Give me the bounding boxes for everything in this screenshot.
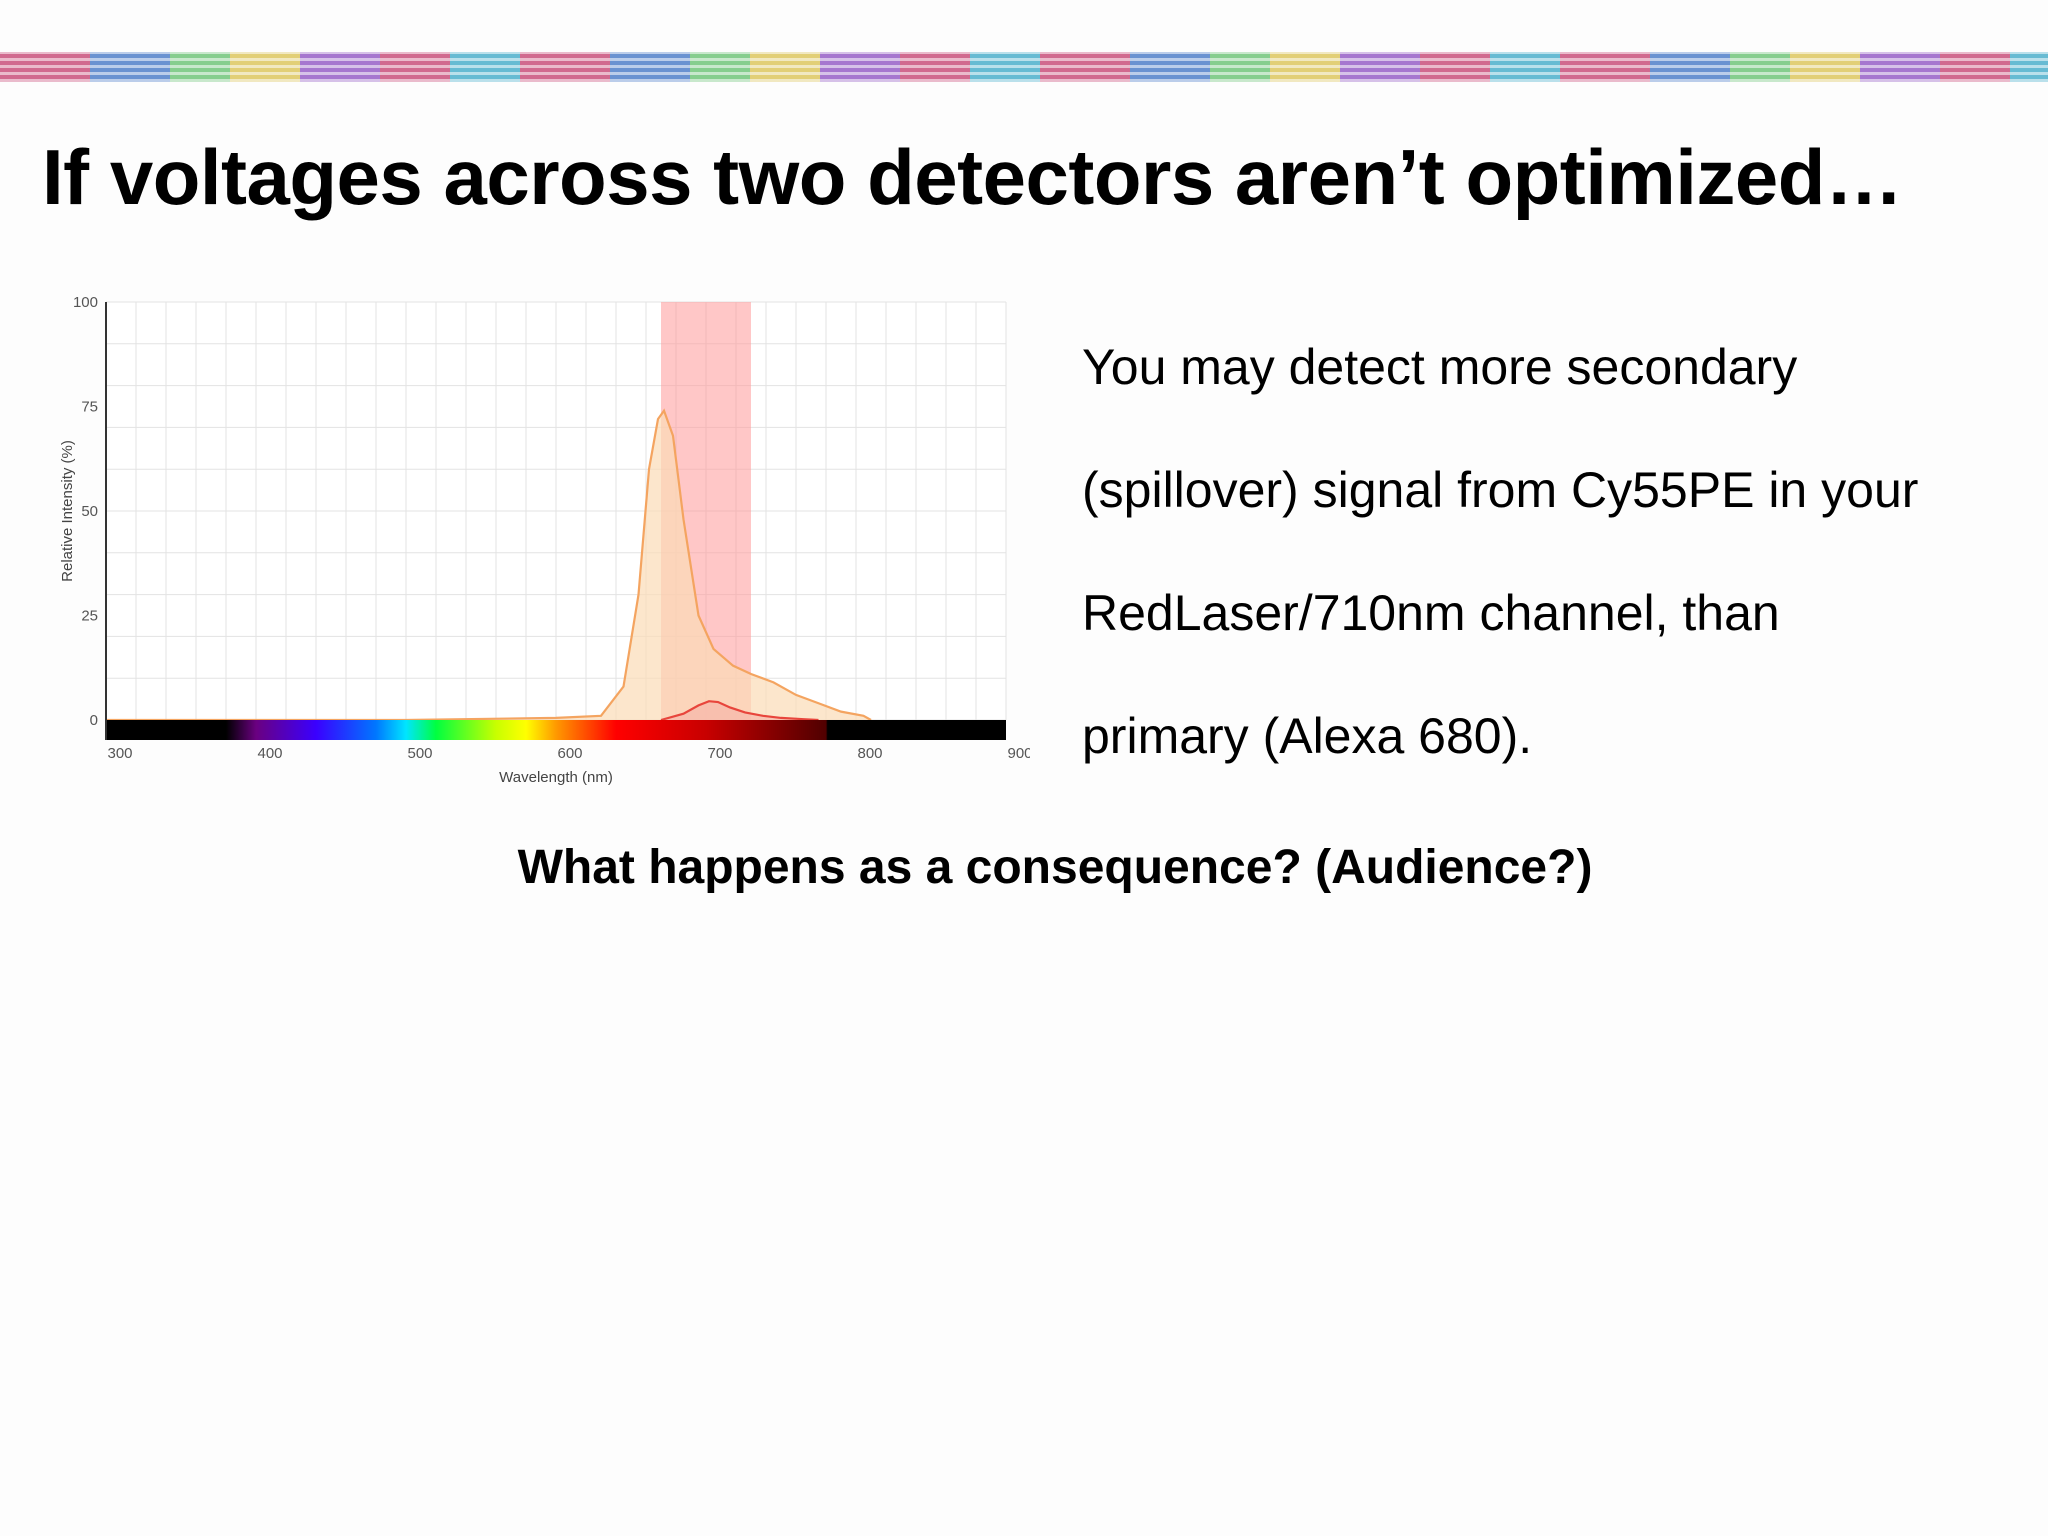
- spectrum-strip: [106, 720, 1006, 740]
- body-line: (spillover) signal from Cy55PE in your: [1082, 462, 1919, 518]
- x-tick-label: 800: [857, 745, 882, 762]
- body-line: primary (Alexa 680).: [1082, 708, 1533, 764]
- body-line: RedLaser/710nm channel, than: [1082, 585, 1780, 641]
- series-area-2: [661, 701, 819, 720]
- y-tick-label: 75: [81, 399, 98, 416]
- y-tick-label: 25: [81, 608, 98, 625]
- emission-spectrum-chart: 0 25 50 75 100 300 400 500 600 700 800 900 Wavelengt…: [50, 290, 1030, 790]
- slide-title: If voltages across two detectors aren’t …: [42, 133, 1903, 221]
- y-tick-label: 50: [81, 503, 98, 520]
- y-axis-label: Relative Intensity (%): [59, 440, 76, 582]
- x-tick-label: 600: [557, 745, 582, 762]
- x-tick-label: 900: [1007, 745, 1030, 762]
- series-line-1: [106, 408, 872, 722]
- x-tick-label: 500: [407, 745, 432, 762]
- series-line-2: [660, 700, 819, 722]
- decorative-header-band: [0, 52, 2048, 82]
- x-tick-label: 400: [257, 745, 282, 762]
- audience-question: What happens as a consequence? (Audience…: [517, 841, 1593, 894]
- x-tick-label: 300: [107, 745, 132, 762]
- series-area-1: [106, 410, 871, 720]
- y-tick-label: 100: [73, 294, 98, 311]
- chart-svg: 0 25 50 75 100 300 400 500 600 700 800 900 Wavelengt…: [59, 294, 1030, 786]
- body-text: You may detect more secondary (spillover…: [1082, 306, 2022, 798]
- y-tick-label: 0: [90, 712, 98, 729]
- x-tick-label: 700: [707, 745, 732, 762]
- body-line: You may detect more secondary: [1082, 339, 1798, 395]
- x-axis-label: Wavelength (nm): [499, 769, 613, 786]
